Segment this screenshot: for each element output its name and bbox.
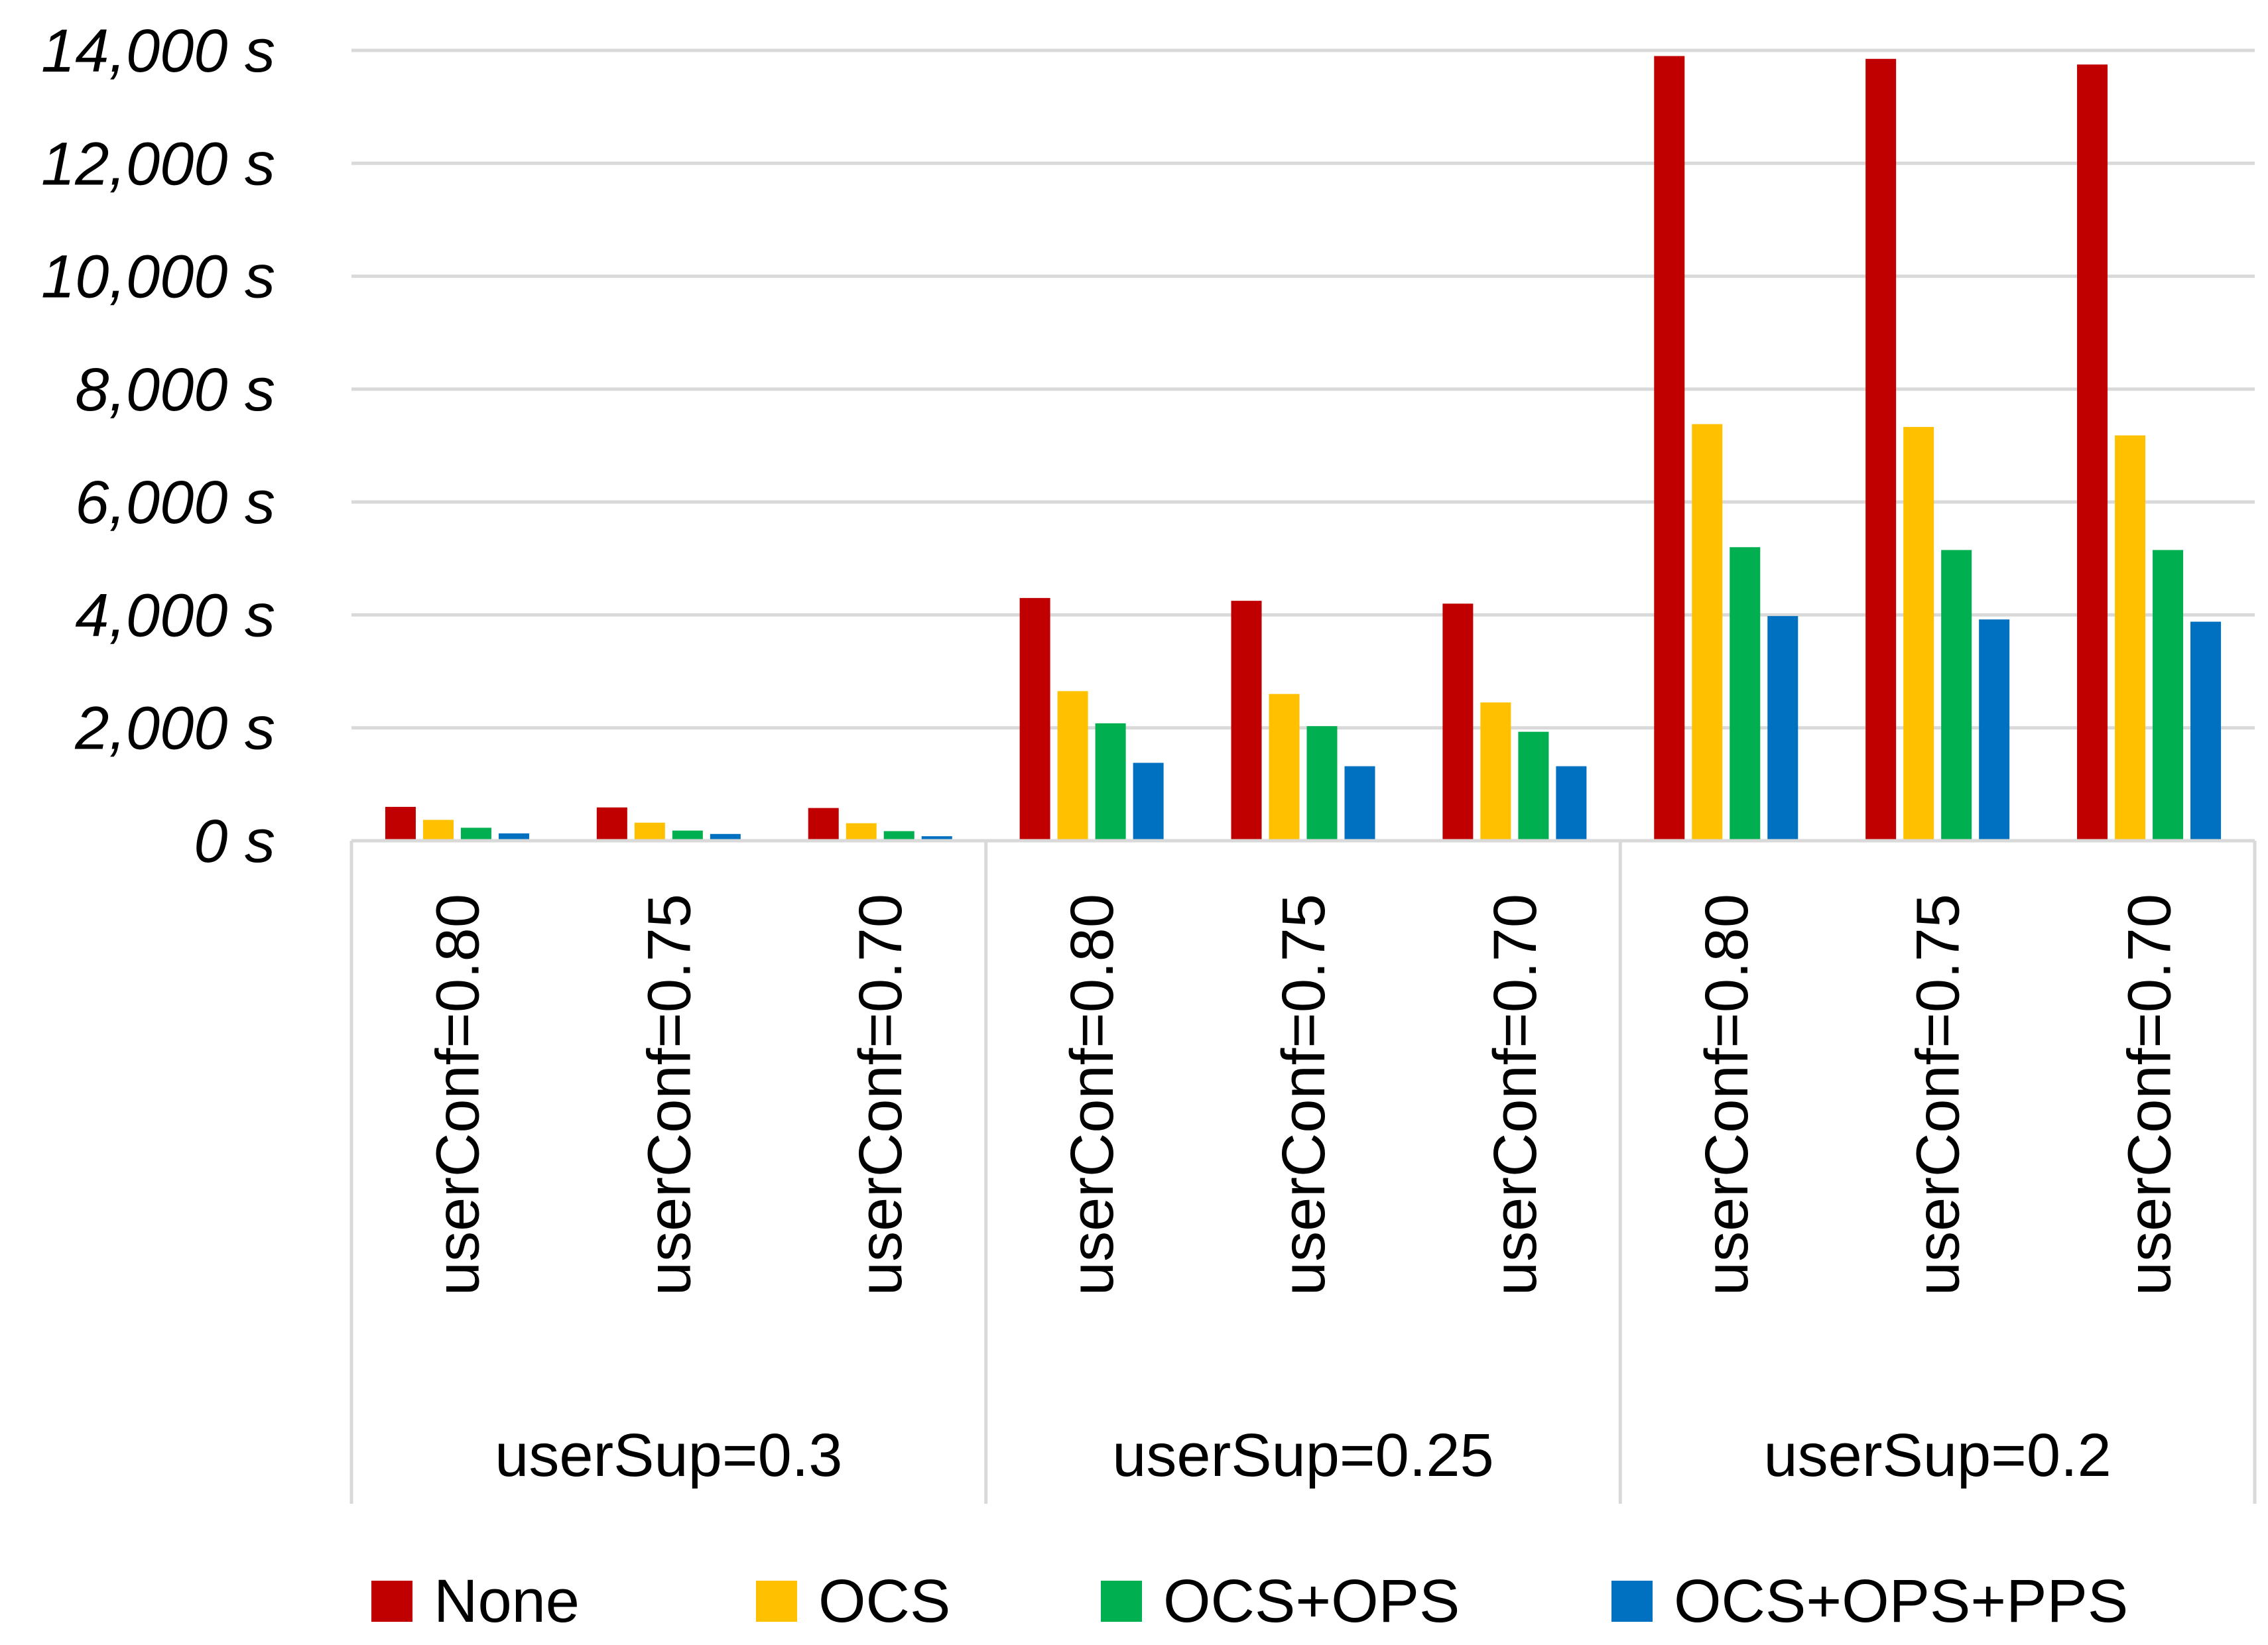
y-tick-label: 8,000 s	[75, 356, 275, 424]
bar-ocs-ops-pps	[1344, 766, 1375, 841]
bar-ocs-ops-pps	[1556, 766, 1587, 841]
bar-ocs-ops-pps	[921, 836, 952, 841]
bar-ocs	[1057, 691, 1088, 841]
bar-none	[808, 808, 839, 841]
legend-label: OCS+OPS+PPS	[1674, 1567, 2128, 1635]
bar-ocs	[1480, 702, 1511, 841]
x-axis: userConf=0.80 userConf=0.75 userConf=0.70 u…	[349, 839, 2257, 1504]
x-tick-label: userConf=0.80	[1058, 894, 1126, 1296]
bar-ocs-ops	[1518, 731, 1549, 841]
y-axis-tick-labels: 0 s 2,000 s 4,000 s 6,000 s 8,000 s 10,000 s 1…	[41, 17, 275, 875]
bar-ocs-ops-pps	[1133, 762, 1164, 841]
bar-ocs	[1903, 426, 1934, 841]
bar-ocs-ops	[883, 831, 914, 841]
legend-label: OCS+OPS	[1163, 1567, 1460, 1635]
legend: None OCS OCS+OPS OCS+OPS+PPS	[371, 1567, 2128, 1635]
bar-ocs	[846, 823, 877, 841]
bar-ocs-ops	[1941, 550, 1972, 841]
bar-none	[385, 806, 416, 841]
bar-ocs-ops-pps	[498, 833, 529, 841]
group-label: userSup=0.3	[495, 1422, 842, 1489]
x-tick-label: userConf=0.75	[1270, 894, 1338, 1296]
bar-none	[1231, 601, 1262, 841]
bar-ocs-ops	[1730, 547, 1761, 841]
bar-ocs	[422, 820, 454, 841]
x-tick-label: userConf=0.75	[1905, 894, 1972, 1296]
bar-ocs	[634, 822, 665, 841]
bar-ocs	[1692, 424, 1723, 841]
legend-swatch	[371, 1581, 412, 1622]
x-tick-label: userConf=0.70	[2116, 894, 2184, 1296]
bar-ocs	[1269, 694, 1300, 841]
y-tick-label: 12,000 s	[41, 130, 275, 198]
legend-label: None	[434, 1567, 580, 1635]
y-tick-label: 2,000 s	[74, 695, 275, 762]
bar-ocs-ops-pps	[1979, 619, 2010, 841]
x-tick-label: userConf=0.70	[847, 894, 914, 1296]
bar-none	[1019, 597, 1050, 841]
x-tick-label: userConf=0.80	[1693, 894, 1761, 1296]
bar-ocs-ops-pps	[1767, 616, 1798, 841]
y-tick-label: 4,000 s	[75, 581, 275, 649]
x-tick-label: userConf=0.80	[424, 894, 491, 1296]
bar-none	[2077, 64, 2108, 841]
legend-swatch	[1101, 1581, 1142, 1622]
bar-ocs-ops-pps	[2190, 621, 2222, 841]
group-label: userSup=0.25	[1112, 1422, 1493, 1489]
bar-ocs-ops-pps	[710, 833, 741, 841]
group-label: userSup=0.2	[1764, 1422, 2111, 1489]
y-tick-label: 10,000 s	[41, 243, 275, 311]
gridlines	[351, 48, 2255, 730]
bar-none	[1865, 58, 1897, 841]
legend-label: OCS	[818, 1567, 950, 1635]
bar-none	[1442, 603, 1474, 841]
y-tick-label: 6,000 s	[75, 469, 275, 536]
bar-ocs-ops	[2153, 550, 2184, 841]
legend-swatch	[1611, 1581, 1653, 1622]
bar-ocs-ops	[1095, 723, 1126, 841]
y-tick-label: 0 s	[194, 808, 275, 875]
x-tick-label: userConf=0.70	[1481, 894, 1549, 1296]
y-tick-label: 14,000 s	[41, 17, 275, 85]
legend-swatch	[756, 1581, 797, 1622]
bar-ocs	[2115, 435, 2146, 841]
x-tick-label: userConf=0.75	[635, 894, 703, 1296]
bar-none	[596, 807, 627, 841]
bar-none	[1654, 56, 1685, 841]
bar-ocs-ops	[460, 827, 491, 841]
bar-ocs-ops	[1306, 726, 1338, 841]
bars	[385, 56, 2222, 841]
bar-ocs-ops	[672, 830, 703, 841]
